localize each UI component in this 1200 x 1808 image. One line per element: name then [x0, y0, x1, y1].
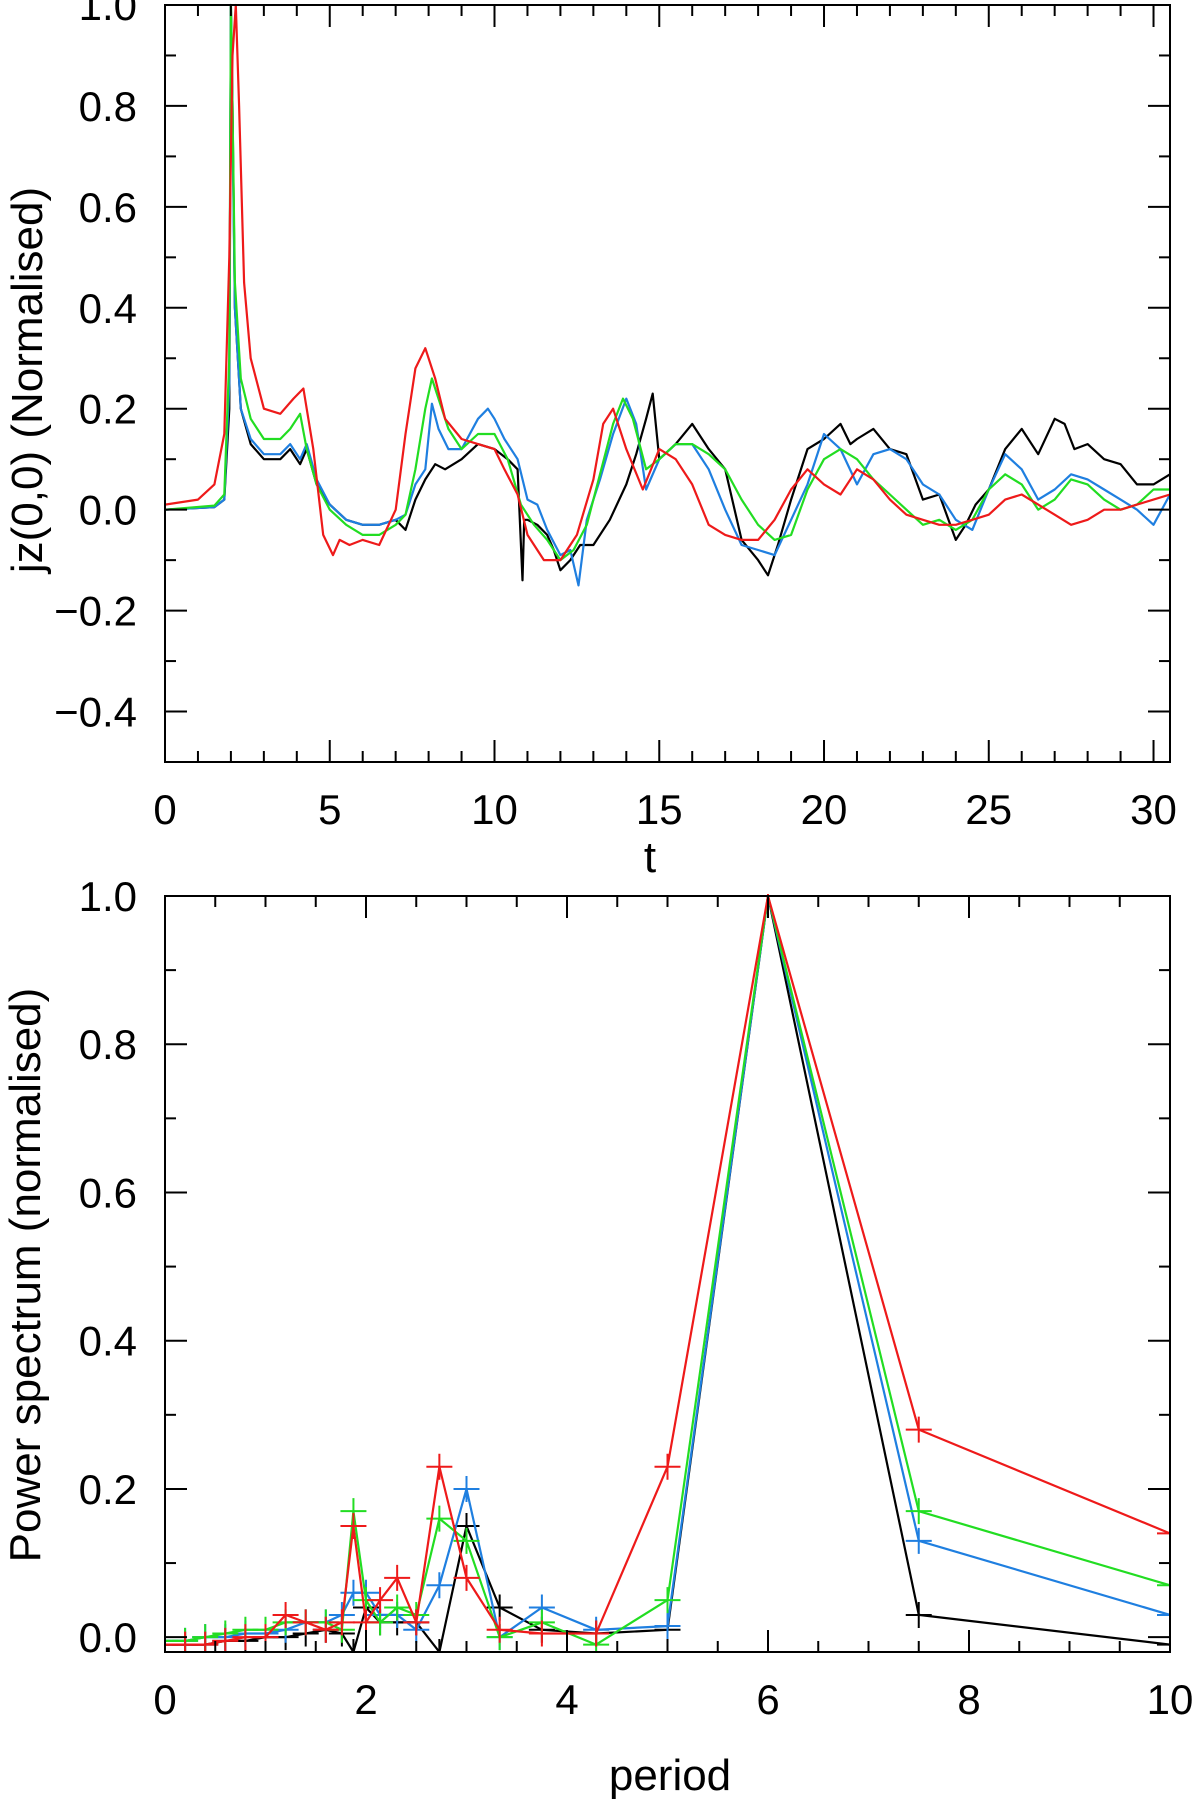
top-axes: 0 5 10 15 20 25 30 −0.4 −0.2 0.0 0.2 0.4 0.6 0.8 1.0: [54, 0, 1177, 833]
bottom-series-3-line: [165, 894, 1170, 1646]
bottom-series-3-marker: [486, 1616, 513, 1643]
bottom-x-tick-label: 4: [555, 1676, 578, 1723]
bottom-series-3-marker: [292, 1609, 319, 1636]
top-y-tick-label: 0.6: [79, 184, 137, 231]
top-x-tick-label: 5: [318, 786, 341, 833]
top-x-tick-label: 10: [471, 786, 518, 833]
bottom-y-tick-label: 0.4: [79, 1318, 137, 1365]
bottom-series-3-marker: [384, 1564, 411, 1591]
top-y-axis-title: jz(0,0) (Normalised): [3, 187, 52, 575]
top-plot-frame: [164, 4, 1171, 763]
bottom-series-0-marker: [426, 1639, 453, 1652]
bottom-series-3-marker: [528, 1620, 555, 1647]
top-y-tick-label: 0.8: [79, 83, 137, 130]
top-x-tick-label: 15: [636, 786, 683, 833]
bottom-series-3-marker: [1157, 1520, 1170, 1547]
top-x-tick-label: 20: [801, 786, 848, 833]
bottom-series-0-marker: [905, 1601, 932, 1628]
bottom-series-3-marker: [192, 1631, 219, 1652]
top-series-0-line: [165, 3, 1170, 582]
top-x-tick-label: 25: [965, 786, 1012, 833]
bottom-series-3-marker: [426, 1453, 453, 1480]
top-y-tick-label: 0.2: [79, 386, 137, 433]
bottom-series-2-marker: [654, 1587, 681, 1614]
top-y-tick-label: −0.2: [54, 588, 137, 635]
bottom-series-2-marker: [1157, 1572, 1170, 1599]
top-x-axis-title: t: [644, 833, 656, 882]
bottom-x-tick-label: 0: [153, 1676, 176, 1723]
bottom-series-2-marker: [384, 1594, 411, 1621]
bottom-series-0-marker: [1157, 1631, 1170, 1652]
bottom-x-tick-label: 6: [756, 1676, 779, 1723]
bottom-series-lines: [165, 894, 1170, 1652]
bottom-chart-panel: 0 2 4 6 8 10 0.0 0.2 0.4 0.6 0.8 1.0 period Power s…: [1, 873, 1193, 1800]
bottom-y-tick-label: 0.0: [79, 1614, 137, 1661]
bottom-series-1-marker: [905, 1527, 932, 1554]
bottom-series-3-marker: [212, 1627, 239, 1652]
bottom-series-1-line: [165, 894, 1170, 1643]
bottom-series-1-marker: [453, 1475, 480, 1502]
bottom-series-1-marker: [1157, 1601, 1170, 1628]
bottom-series-2-marker: [905, 1498, 932, 1525]
top-x-tick-label: 0: [153, 786, 176, 833]
bottom-series-3-marker: [340, 1513, 367, 1539]
bottom-x-axis-title: period: [609, 1751, 731, 1800]
bottom-series-3-marker: [367, 1587, 394, 1614]
bottom-y-axis-title: Power spectrum (normalised): [1, 988, 50, 1563]
top-series-3-line: [165, 3, 1170, 562]
bottom-series-3-marker: [312, 1616, 339, 1643]
top-series-lines: [165, 3, 1170, 587]
bottom-x-tick-label: 2: [354, 1676, 377, 1723]
bottom-series-3-marker: [583, 1620, 610, 1647]
bottom-y-tick-label: 0.6: [79, 1169, 137, 1216]
bottom-x-tick-label: 10: [1147, 1676, 1194, 1723]
bottom-y-tick-label: 0.2: [79, 1466, 137, 1513]
bottom-y-tick-label: 0.8: [79, 1021, 137, 1068]
bottom-x-tick-label: 8: [957, 1676, 980, 1723]
top-y-tick-label: −0.4: [54, 689, 137, 736]
top-y-tick-label: 0.0: [79, 487, 137, 534]
top-series-1-line: [165, 3, 1170, 587]
bottom-series-0-line: [165, 894, 1170, 1652]
bottom-series-1-marker: [426, 1572, 453, 1599]
top-y-tick-label: 0.4: [79, 285, 137, 332]
top-y-tick-label: 1.0: [79, 0, 137, 29]
bottom-y-tick-label: 1.0: [79, 873, 137, 920]
bottom-series-3-marker: [905, 1416, 932, 1443]
top-x-tick-label: 30: [1130, 786, 1177, 833]
bottom-series-3-marker: [403, 1609, 430, 1636]
bottom-series-3-marker: [272, 1601, 299, 1628]
bottom-axes: 0 2 4 6 8 10 0.0 0.2 0.4 0.6 0.8 1.0: [79, 873, 1194, 1723]
bottom-series-1-marker: [654, 1613, 681, 1640]
top-chart-panel: 0 5 10 15 20 25 30 −0.4 −0.2 0.0 0.2 0.4 0.6 0.8 1.0 t…: [3, 0, 1177, 882]
bottom-series-0-marker: [486, 1594, 513, 1621]
bottom-series-3-marker: [654, 1453, 681, 1480]
bottom-series-3-marker: [453, 1564, 480, 1591]
bottom-series-2-line: [165, 894, 1170, 1646]
bottom-series-3-marker: [328, 1609, 355, 1636]
bottom-plot-frame: [164, 895, 1171, 1653]
bottom-series-0-marker: [340, 1639, 367, 1652]
